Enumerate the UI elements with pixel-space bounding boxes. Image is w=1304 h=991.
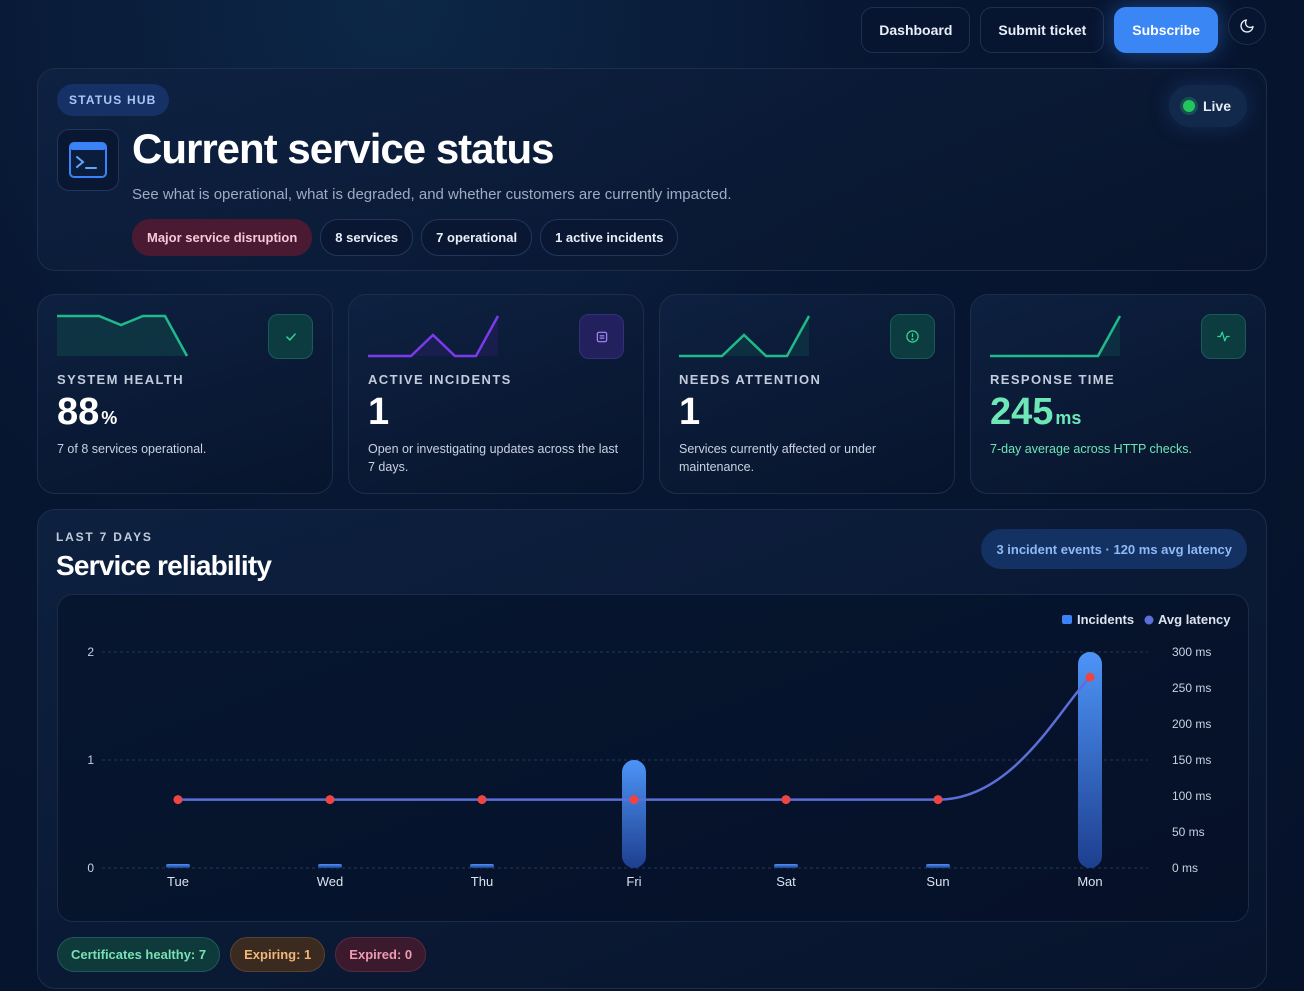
submit-ticket-button[interactable]: Submit ticket	[980, 7, 1105, 53]
x-axis-tick: Sat	[776, 874, 796, 889]
legend-latency-label: Avg latency	[1158, 612, 1231, 627]
stat-value: 1	[679, 391, 701, 433]
stat-card-active-incidents: ACTIVE INCIDENTS 1 Open or investigating…	[348, 294, 644, 494]
incident-bar	[774, 864, 798, 868]
y-axis-left-tick: 1	[87, 753, 94, 767]
stat-card-needs-attention: NEEDS ATTENTION 1 Services currently aff…	[659, 294, 955, 494]
check-icon-box	[268, 314, 313, 359]
status-hub-badge: STATUS HUB	[57, 84, 169, 116]
certificates-expired-chip: Expired: 0	[335, 937, 427, 972]
x-axis-tick: Wed	[317, 874, 344, 889]
stat-description: 7 of 8 services operational.	[57, 442, 207, 456]
avg-latency-line	[178, 676, 1091, 801]
stat-description: Open or investigating updates across the…	[368, 442, 619, 474]
y-axis-right-tick: 250 ms	[1172, 681, 1211, 695]
pulse-icon-box	[1201, 314, 1246, 359]
y-axis-right-tick: 100 ms	[1172, 789, 1211, 803]
latency-point	[477, 795, 487, 805]
x-axis-tick: Thu	[471, 874, 493, 889]
latency-point	[325, 795, 335, 805]
services-chip: 8 services	[320, 219, 414, 256]
y-axis-right-tick: 0 ms	[1172, 861, 1198, 875]
incident-bar	[470, 864, 494, 868]
stat-description: 7-day average across HTTP checks.	[990, 442, 1192, 456]
incident-bar	[1078, 652, 1102, 868]
stat-description: Services currently affected or under mai…	[679, 442, 877, 474]
incident-bar	[318, 864, 342, 868]
y-axis-right-tick: 300 ms	[1172, 645, 1211, 659]
list-icon-box	[579, 314, 624, 359]
incident-bar	[166, 864, 190, 868]
certificates-expiring-chip: Expiring: 1	[230, 937, 326, 972]
status-chips: Major service disruption 8 services 7 op…	[132, 219, 679, 256]
page-subtitle: See what is operational, what is degrade…	[132, 186, 732, 203]
sparkline	[679, 315, 811, 358]
x-axis-tick: Sun	[926, 874, 949, 889]
incident-bar	[622, 760, 646, 868]
sparkline	[368, 315, 500, 358]
stat-value: 88%	[57, 391, 118, 433]
latency-point	[1085, 672, 1095, 682]
latency-point	[629, 795, 639, 805]
check-icon	[285, 332, 296, 341]
moon-icon	[1240, 19, 1254, 33]
latency-point	[781, 795, 791, 805]
service-reliability-card: LAST 7 DAYS Service reliability 3 incide…	[37, 509, 1267, 989]
terminal-icon-box	[57, 129, 119, 191]
operational-chip: 7 operational	[421, 219, 533, 256]
incidents-chip: 1 active incidents	[540, 219, 679, 256]
subscribe-button[interactable]: Subscribe	[1114, 7, 1218, 53]
stat-value: 1	[368, 391, 390, 433]
y-axis-left-tick: 2	[87, 645, 94, 659]
reliability-summary-badge: 3 incident events · 120 ms avg latency	[981, 529, 1247, 569]
stat-value: 245 ms	[990, 391, 1082, 433]
alert-icon	[906, 330, 919, 343]
reliability-chart: 0 1 2 0 ms 50 ms 100 ms 150 ms 200 ms 250 ms 300 …	[57, 594, 1249, 922]
section-kicker: LAST 7 DAYS	[56, 530, 153, 544]
page-title: Current service status	[132, 125, 555, 172]
list-icon	[596, 331, 607, 342]
terminal-icon	[69, 142, 107, 178]
sparkline	[990, 315, 1122, 358]
legend-incidents-label: Incidents	[1077, 612, 1134, 627]
y-axis-left-tick: 0	[87, 861, 94, 875]
y-axis-right-tick: 200 ms	[1172, 717, 1211, 731]
x-axis-tick: Mon	[1077, 874, 1102, 889]
stat-label: SYSTEM HEALTH	[57, 372, 185, 387]
stat-label: NEEDS ATTENTION	[679, 372, 822, 387]
theme-toggle-button[interactable]	[1228, 7, 1266, 45]
live-indicator: Live	[1168, 85, 1247, 127]
latency-point	[933, 795, 943, 805]
status-hero-card: STATUS HUB Live Current service status S…	[37, 68, 1267, 271]
alert-icon-box	[890, 314, 935, 359]
sparkline	[57, 314, 189, 357]
stat-label: ACTIVE INCIDENTS	[368, 372, 512, 387]
stat-label: RESPONSE TIME	[990, 372, 1116, 387]
stat-card-response-time: RESPONSE TIME 245 ms 7-day average across…	[970, 294, 1266, 494]
live-dot-icon	[1182, 100, 1195, 112]
top-navigation: Dashboard Submit ticket Subscribe	[861, 7, 1266, 53]
latency-point	[173, 795, 183, 805]
pulse-icon	[1217, 331, 1230, 342]
chart-svg: 0 1 2 0 ms 50 ms 100 ms 150 ms 200 ms 250 ms 300 …	[87, 612, 1231, 889]
certificates-healthy-chip: Certificates healthy: 7	[57, 937, 221, 972]
y-axis-right-tick: 150 ms	[1172, 753, 1211, 767]
x-axis-tick: Fri	[626, 874, 641, 889]
y-axis-right-tick: 50 ms	[1172, 825, 1205, 839]
live-label: Live	[1202, 98, 1231, 114]
stat-card-system-health: SYSTEM HEALTH 88% 7 of 8 services operat…	[37, 294, 333, 494]
x-axis-tick: Tue	[167, 874, 189, 889]
dashboard-button[interactable]: Dashboard	[861, 7, 971, 53]
disruption-chip: Major service disruption	[132, 219, 313, 256]
legend-latency-swatch	[1144, 615, 1154, 625]
section-title: Service reliability	[56, 550, 272, 581]
incident-bar	[926, 864, 950, 868]
certificate-chips: Certificates healthy: 7 Expiring: 1 Expi…	[57, 937, 427, 972]
legend-incidents-swatch	[1062, 615, 1072, 624]
